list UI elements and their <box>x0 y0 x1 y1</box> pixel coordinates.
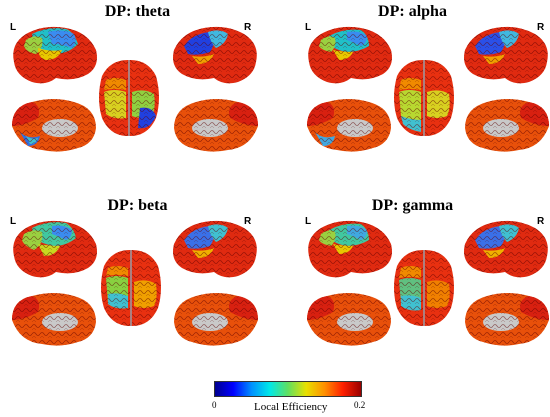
panel-title: DP: gamma <box>371 197 454 214</box>
right-lateral-brain <box>464 220 548 278</box>
colorbar-gradient <box>214 381 362 397</box>
left-hemisphere-label: L <box>305 216 312 227</box>
left-hemisphere-label: L <box>305 22 312 33</box>
left-medial-brain <box>12 293 96 346</box>
dorsal-brain <box>394 60 454 136</box>
right-lateral-brain <box>173 220 257 278</box>
left-lateral-brain <box>13 26 98 84</box>
panel-alpha: DP: alpha L R <box>275 0 550 190</box>
right-medial-brain <box>174 293 258 346</box>
panel-beta: DP: beta L R <box>0 192 275 382</box>
panel-gamma: DP: gamma L R <box>275 192 550 382</box>
left-medial-brain <box>307 293 391 346</box>
colorbar-title: Local Efficiency <box>254 401 328 413</box>
panel-theta: DP: theta L R <box>0 0 275 190</box>
dorsal-brain <box>394 250 454 326</box>
right-hemisphere-label: R <box>244 22 252 33</box>
left-medial-brain <box>12 99 96 152</box>
colorbar-min-label: 0 <box>212 400 217 410</box>
right-medial-brain <box>174 99 258 152</box>
left-medial-brain <box>307 99 391 152</box>
left-lateral-brain <box>13 220 98 278</box>
right-lateral-brain <box>464 26 548 84</box>
right-medial-brain <box>465 99 549 152</box>
dorsal-brain <box>99 60 159 136</box>
right-lateral-brain <box>173 26 257 84</box>
dorsal-brain <box>101 250 161 326</box>
colorbar: 0 Local Efficiency 0.2 <box>212 381 366 417</box>
panel-title: DP: alpha <box>378 3 447 20</box>
panel-title: DP: theta <box>104 3 171 20</box>
right-hemisphere-label: R <box>244 216 252 227</box>
left-lateral-brain <box>308 220 392 278</box>
colorbar-max-label: 0.2 <box>354 400 366 410</box>
right-hemisphere-label: R <box>537 216 545 227</box>
right-hemisphere-label: R <box>537 22 545 33</box>
right-medial-brain <box>465 293 549 346</box>
left-hemisphere-label: L <box>10 216 17 227</box>
left-lateral-brain <box>308 26 392 84</box>
panel-title: DP: beta <box>107 197 168 214</box>
left-hemisphere-label: L <box>10 22 17 33</box>
